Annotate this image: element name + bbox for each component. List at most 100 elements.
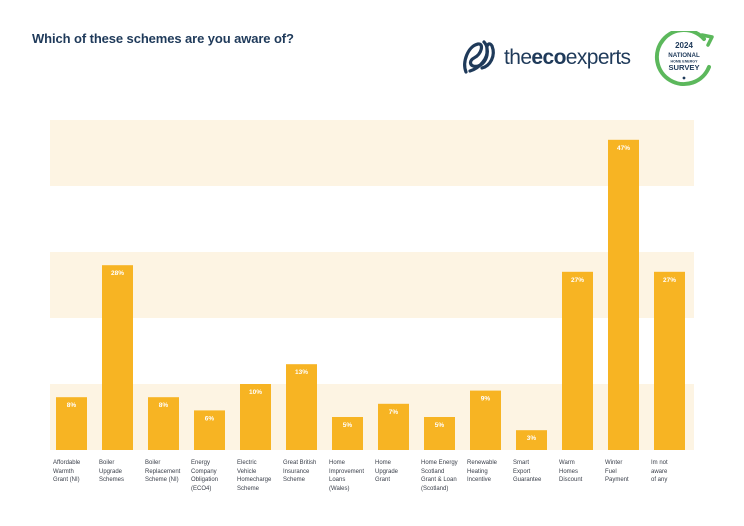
category-label-line: Loans	[329, 477, 346, 484]
bar-value-label-14: 27%	[663, 277, 676, 284]
bar-10	[470, 390, 501, 450]
category-label-line: (Wales)	[329, 485, 350, 492]
category-label-line: Scheme	[237, 485, 260, 492]
badge-dot	[682, 76, 686, 80]
bar-value-label-6: 13%	[295, 369, 308, 376]
background-band-2	[50, 252, 694, 318]
category-label-line: Homes	[559, 468, 579, 475]
category-label-line: Incentive	[467, 477, 492, 484]
bar-value-label-2: 28%	[111, 270, 124, 277]
background-band-1	[50, 384, 694, 450]
bar-value-label-7: 5%	[343, 422, 353, 429]
bar-value-label-1: 8%	[67, 402, 77, 409]
category-label-line: Guarantee	[513, 477, 542, 484]
bar-9	[424, 417, 455, 450]
category-label-line: Insurance	[283, 468, 310, 475]
category-label-13: Winter Fuel Payment	[605, 459, 653, 485]
background-band-3	[50, 120, 694, 186]
bar-value-label-8: 7%	[389, 409, 399, 416]
badge-line2: HOME ENERGY	[671, 60, 699, 64]
category-label-line: Winter	[605, 460, 623, 466]
category-label-9: Home Energy Scotland Grant & Loan (Scotland…	[421, 459, 469, 493]
bar-1	[56, 397, 87, 450]
ecoexperts-logo: theecoexperts	[460, 38, 645, 82]
category-label-1: Affordable Warmth Grant (NI)	[53, 459, 101, 485]
category-label-line: Grant & Loan	[421, 477, 457, 484]
category-label-line: Electric	[237, 460, 257, 466]
category-label-line: Smart	[513, 460, 530, 466]
logo-text-eco: eco	[531, 46, 566, 69]
bar-5	[240, 384, 271, 450]
category-label-4: Energy Company Obligation (ECO4)	[191, 459, 239, 493]
bar-14	[654, 271, 685, 450]
category-label-line: Fuel	[605, 468, 617, 475]
category-label-12: Warm Homes Discount	[559, 459, 607, 485]
category-label-line: Vehicle	[237, 468, 257, 475]
survey-badge: 2024 NATIONAL HOME ENERGY SURVEY	[654, 31, 714, 86]
category-label-line: Scheme (NI)	[145, 477, 179, 484]
chart-title: Which of these schemes are you aware of?	[32, 31, 294, 46]
bar-4	[194, 410, 225, 450]
value-labels-group: 8% 28% 8% 6% 10% 13% 5% 7% 5% 9% 3% 27% 47% 27%	[67, 145, 676, 442]
bar-12	[562, 271, 593, 450]
category-label-line: Discount	[559, 477, 583, 484]
category-label-6: Great British Insurance Scheme	[283, 459, 331, 485]
category-label-line: Energy	[191, 460, 211, 466]
bar-value-label-12: 27%	[571, 277, 584, 284]
category-label-line: Boiler	[99, 460, 115, 466]
logo-wordmark: theecoexperts	[504, 46, 631, 70]
badge-line3: SURVEY	[668, 63, 699, 72]
category-label-3: Boiler Replacement Scheme (NI)	[145, 459, 193, 485]
badge-line1: NATIONAL	[668, 52, 700, 59]
badge-year: 2024	[675, 41, 693, 50]
category-label-line: (Scotland)	[421, 485, 449, 492]
category-label-line: Obligation	[191, 477, 219, 484]
bar-13	[608, 139, 639, 451]
bar-value-label-10: 9%	[481, 396, 491, 403]
badge-ring	[654, 31, 711, 86]
bar-11	[516, 430, 547, 450]
category-label-line: Home	[329, 460, 346, 466]
category-label-line: Im not	[651, 460, 668, 466]
bar-value-label-5: 10%	[249, 389, 262, 396]
badge-arrow-icon	[700, 33, 714, 47]
category-label-line: Company	[191, 468, 217, 475]
category-label-line: Homecharge	[237, 477, 272, 484]
logo-text-the: the	[504, 46, 532, 69]
category-label-line: Improvement	[329, 468, 365, 475]
category-label-line: (ECO4)	[191, 485, 212, 492]
category-label-line: Home	[375, 460, 392, 466]
bar-6	[286, 364, 317, 450]
category-label-line: Export	[513, 468, 531, 475]
logo-text-experts: experts	[565, 46, 631, 69]
category-label-line: Renewable	[467, 460, 498, 466]
bar-value-label-4: 6%	[205, 415, 215, 422]
bar-value-label-9: 5%	[435, 422, 445, 429]
category-label-line: Affordable	[53, 460, 81, 466]
category-label-line: Great British	[283, 460, 317, 466]
bar-3	[148, 397, 179, 450]
background-bands	[50, 120, 694, 450]
category-label-5: Electric Vehicle Homecharge Scheme	[237, 459, 285, 493]
category-label-line: Upgrade	[375, 468, 399, 475]
category-label-line: Warm	[559, 460, 575, 466]
bar-value-label-3: 8%	[159, 402, 169, 409]
category-label-2: Boiler Upgrade Schemes	[99, 459, 147, 485]
category-label-line: Scheme	[283, 477, 306, 484]
category-label-line: Heating	[467, 468, 488, 475]
category-label-line: Schemes	[99, 477, 125, 484]
bar-7	[332, 417, 363, 450]
ecoexperts-swirl-icon	[463, 40, 495, 74]
category-label-line: Scotland	[421, 468, 445, 475]
category-label-line: Grant	[375, 477, 391, 484]
category-label-line: Replacement	[145, 468, 181, 475]
category-label-line: Payment	[605, 477, 629, 484]
category-label-8: Home Upgrade Grant	[375, 459, 423, 485]
category-label-line: Upgrade	[99, 468, 123, 475]
category-label-7: Home Improvement Loans (Wales)	[329, 459, 377, 493]
category-label-line: of any	[651, 477, 668, 484]
category-label-line: Home Energy	[421, 460, 458, 466]
bars-group	[56, 139, 685, 451]
category-label-line: Warmth	[53, 468, 74, 475]
